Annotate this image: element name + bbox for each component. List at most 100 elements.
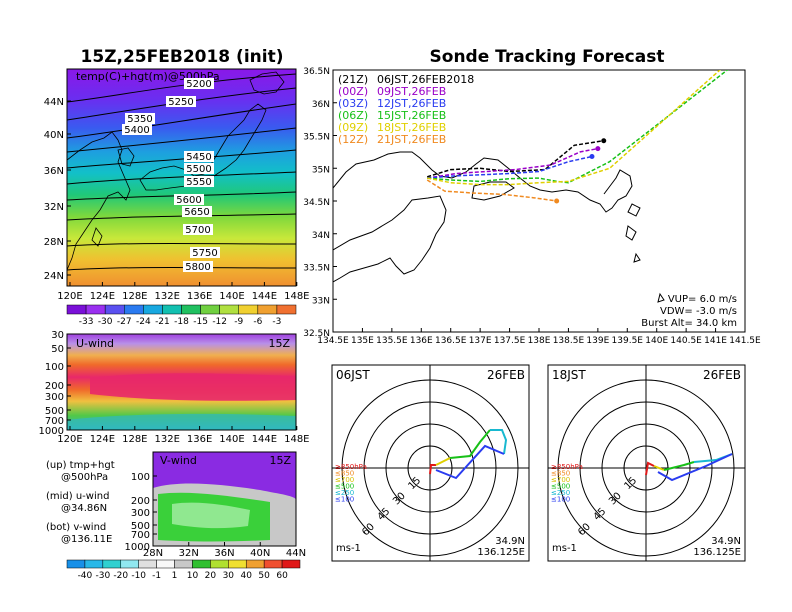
lat-tick-label: 33N bbox=[312, 296, 330, 306]
colorbar-cell bbox=[102, 559, 122, 569]
hodograph-trace bbox=[435, 457, 451, 466]
hodograph-time: 06JST bbox=[336, 368, 370, 382]
lon-tick-label: 140E bbox=[219, 291, 244, 302]
pressure-tick-label: 50 bbox=[51, 344, 64, 355]
level-legend: ≤500 bbox=[335, 483, 354, 491]
colorbar-tick-label: -30 bbox=[98, 317, 113, 327]
lon-tick-label: 120E bbox=[57, 291, 82, 302]
colorbar-cell bbox=[66, 304, 87, 315]
lat-tick-label: 28N bbox=[143, 548, 163, 559]
contour-label: 5250 bbox=[168, 97, 193, 108]
hodograph-unit: ms-1 bbox=[336, 543, 361, 554]
track-lon-ticks: 134.5E 135E 135.5E 136E 136.5E 137E 137.5E 138E… bbox=[317, 328, 761, 346]
lon-tick-label: 138.5E bbox=[553, 336, 585, 346]
lon-tick-label: 137E bbox=[469, 336, 492, 346]
burst-point bbox=[554, 198, 560, 204]
colorbar-cell bbox=[66, 559, 86, 569]
colorbar-cell bbox=[143, 304, 163, 315]
pressure-tick-label: 100 bbox=[45, 362, 64, 373]
lon-tick-label: 148E bbox=[284, 291, 309, 302]
lon-tick-labels: 120E 124E 128E 132E 136E 140E 144E 148E bbox=[57, 282, 310, 302]
hodograph-trace bbox=[663, 461, 695, 471]
colorbar-cell bbox=[200, 304, 220, 315]
level-legend: ≤250 bbox=[551, 489, 570, 497]
burst-point bbox=[589, 153, 595, 159]
pressure-tick-label: 300 bbox=[131, 508, 150, 519]
lat-tick-label: 24N bbox=[44, 271, 64, 282]
lon-tick-label: 124E bbox=[90, 291, 115, 302]
hodograph-date: 26FEB bbox=[487, 368, 525, 382]
colorbar-tick-label: 40 bbox=[241, 571, 253, 581]
note-label: (mid) u-wind bbox=[46, 491, 109, 502]
contour-label: 5700 bbox=[185, 225, 210, 236]
legend-time: 18JST,26FEB bbox=[377, 121, 446, 134]
colorbar-cell bbox=[238, 304, 259, 315]
pressure-tick-label: 700 bbox=[131, 530, 150, 541]
pressure-tick-label: 30 bbox=[51, 330, 64, 341]
lat-tick-labels: 44N 40N 36N 32N 28N 24N bbox=[44, 97, 71, 282]
track-map: 36.5N 36N 35.5N 35N 34.5N 34N 33.5N 33N 32.5N 13… bbox=[303, 67, 761, 346]
colorbar-cell bbox=[84, 559, 104, 569]
colorbar-cell bbox=[263, 559, 283, 569]
colorbar-tick-label: -9 bbox=[234, 317, 243, 327]
colorbar-tick-label: -12 bbox=[212, 317, 227, 327]
pressure-tick-label: 500 bbox=[131, 521, 150, 532]
hodograph-lat: 34.9N bbox=[495, 536, 525, 547]
hodograph-lon: 136.125E bbox=[477, 547, 525, 558]
lat-tick-label: 34.5N bbox=[303, 198, 330, 208]
contour-label: 5400 bbox=[124, 125, 149, 136]
note-label: (up) tmp+hgt bbox=[46, 460, 115, 471]
colorbar-tick-label: -21 bbox=[155, 317, 170, 327]
lon-tick-label: 144E bbox=[252, 291, 277, 302]
colorbar-cell bbox=[228, 559, 247, 569]
colorbar-cell bbox=[120, 559, 139, 569]
lon-tick-label: 138E bbox=[528, 336, 551, 346]
colorbar-tick-label: -40 bbox=[78, 571, 93, 581]
colorbar-cell bbox=[138, 559, 157, 569]
lat-tick-label: 44N bbox=[286, 548, 306, 559]
colorbar-tick-label: 60 bbox=[276, 571, 288, 581]
burst-point bbox=[601, 138, 607, 144]
note-label: (bot) v-wind bbox=[46, 522, 106, 533]
legend-time: 21JST,26FEB bbox=[377, 133, 446, 146]
colorbar-tick-label: -30 bbox=[95, 571, 110, 581]
colorbar-tick-label: -27 bbox=[117, 317, 132, 327]
track-line bbox=[427, 70, 722, 186]
track-legend: (21Z) 06JST,26FEB2018 (00Z) 09JST,26FEB (03Z… bbox=[338, 73, 474, 146]
lat-tick-label: 44N bbox=[44, 97, 64, 108]
lon-tick-label: 139.5E bbox=[612, 336, 644, 346]
lon-tick-label: 135.5E bbox=[376, 336, 408, 346]
v-wind-label: V-wind bbox=[160, 454, 197, 467]
lon-tick-label: 134.5E bbox=[317, 336, 349, 346]
hodograph-date: 26FEB bbox=[703, 368, 741, 382]
temp-map-label: temp(C)+hgt(m)@500hPa bbox=[76, 70, 220, 83]
contour-label: 5800 bbox=[185, 262, 210, 273]
lat-tick-label: 33.5N bbox=[303, 264, 330, 274]
lat-tick-label: 32N bbox=[179, 548, 199, 559]
level-legend: ≤850 bbox=[335, 470, 354, 478]
lat-tick-label: 34N bbox=[312, 231, 330, 241]
colorbar-cell bbox=[124, 304, 144, 315]
contour-label: 5600 bbox=[176, 195, 201, 206]
lat-tick-label: 32.5N bbox=[303, 329, 330, 339]
wind-colorbar: -40 -30 -20 -10 -1 1 10 20 30 40 50 60 bbox=[66, 559, 301, 581]
colorbar-cell bbox=[156, 559, 175, 569]
pressure-tick-label: 100 bbox=[131, 472, 150, 483]
colorbar-cell bbox=[245, 559, 265, 569]
colorbar-tick-label: -6 bbox=[253, 317, 262, 327]
lat-tick-label: 28N bbox=[44, 237, 64, 248]
contour-label: 5750 bbox=[192, 248, 217, 259]
colorbar-tick-label: 30 bbox=[223, 571, 235, 581]
legend-launch: (21Z) bbox=[338, 73, 368, 86]
colorbar-cell bbox=[85, 304, 106, 315]
note-sublabel: @34.86N bbox=[61, 503, 107, 514]
hodograph-trace bbox=[429, 464, 436, 475]
lon-tick-label: 140.5E bbox=[670, 336, 702, 346]
contour-label: 5650 bbox=[184, 207, 209, 218]
lon-tick-label: 132E bbox=[154, 434, 179, 445]
lat-tick-label: 40N bbox=[44, 130, 64, 141]
legend-launch: (00Z) bbox=[338, 85, 368, 98]
lat-tick-label: 35N bbox=[312, 165, 330, 175]
